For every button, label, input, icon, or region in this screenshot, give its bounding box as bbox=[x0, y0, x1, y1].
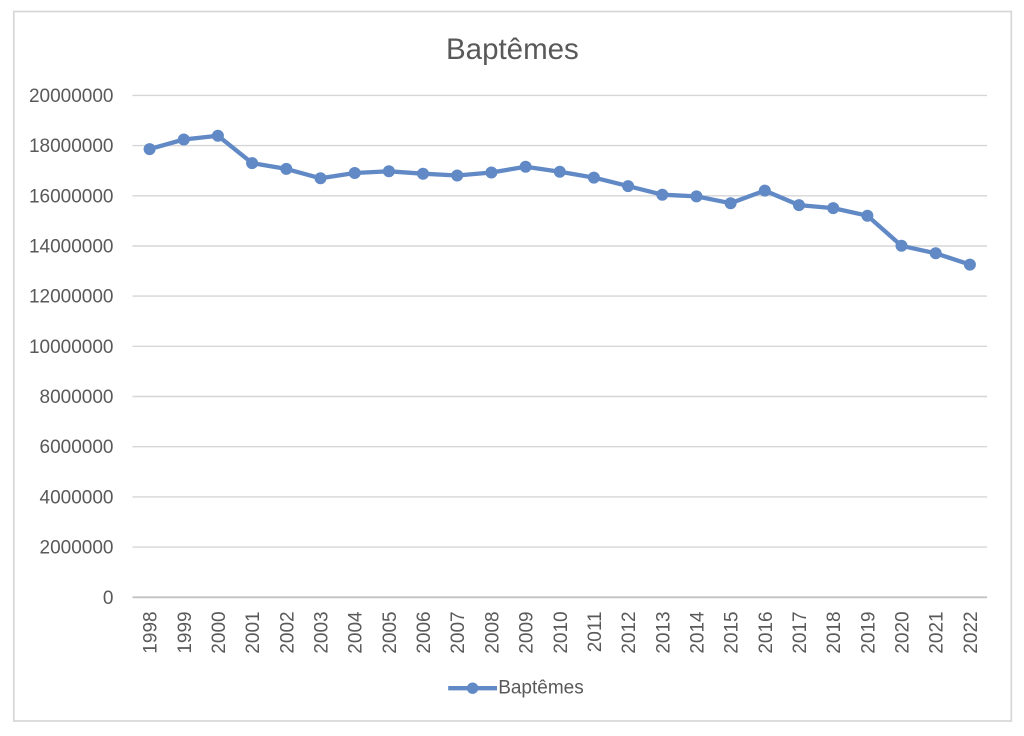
svg-text:2001: 2001 bbox=[243, 611, 264, 653]
svg-text:2007: 2007 bbox=[448, 611, 469, 653]
svg-text:16000000: 16000000 bbox=[29, 186, 114, 207]
svg-text:2002: 2002 bbox=[277, 611, 298, 653]
svg-text:2012: 2012 bbox=[619, 611, 640, 653]
svg-text:2008: 2008 bbox=[482, 611, 503, 653]
svg-text:Baptêmes: Baptêmes bbox=[498, 678, 584, 699]
svg-text:1999: 1999 bbox=[175, 611, 196, 653]
svg-text:2009: 2009 bbox=[517, 611, 538, 653]
svg-text:2004: 2004 bbox=[346, 611, 367, 654]
svg-text:2016: 2016 bbox=[756, 611, 777, 653]
svg-text:4000000: 4000000 bbox=[40, 487, 114, 508]
svg-text:2022: 2022 bbox=[961, 611, 982, 653]
svg-text:2011: 2011 bbox=[585, 611, 606, 652]
svg-text:6000000: 6000000 bbox=[40, 437, 114, 458]
svg-text:2013: 2013 bbox=[653, 611, 674, 653]
svg-text:14000000: 14000000 bbox=[29, 237, 114, 258]
svg-text:2010: 2010 bbox=[551, 611, 572, 653]
svg-text:2020: 2020 bbox=[893, 611, 914, 653]
svg-text:8000000: 8000000 bbox=[40, 387, 114, 408]
svg-text:2006: 2006 bbox=[414, 611, 435, 653]
svg-text:Baptêmes: Baptêmes bbox=[446, 33, 579, 66]
svg-text:2019: 2019 bbox=[858, 611, 879, 653]
svg-text:2014: 2014 bbox=[688, 611, 709, 654]
svg-text:2018: 2018 bbox=[824, 611, 845, 653]
svg-text:12000000: 12000000 bbox=[29, 287, 114, 308]
svg-text:10000000: 10000000 bbox=[29, 337, 114, 358]
svg-text:2021: 2021 bbox=[927, 611, 948, 653]
svg-text:18000000: 18000000 bbox=[29, 136, 114, 157]
svg-text:2017: 2017 bbox=[790, 611, 811, 653]
svg-text:0: 0 bbox=[103, 588, 114, 609]
svg-text:2005: 2005 bbox=[380, 611, 401, 653]
svg-text:2015: 2015 bbox=[722, 611, 743, 653]
svg-text:2000: 2000 bbox=[209, 611, 230, 653]
svg-text:1998: 1998 bbox=[141, 611, 162, 653]
svg-text:20000000: 20000000 bbox=[29, 86, 114, 107]
svg-text:2000000: 2000000 bbox=[40, 538, 114, 559]
svg-text:2003: 2003 bbox=[312, 611, 333, 653]
